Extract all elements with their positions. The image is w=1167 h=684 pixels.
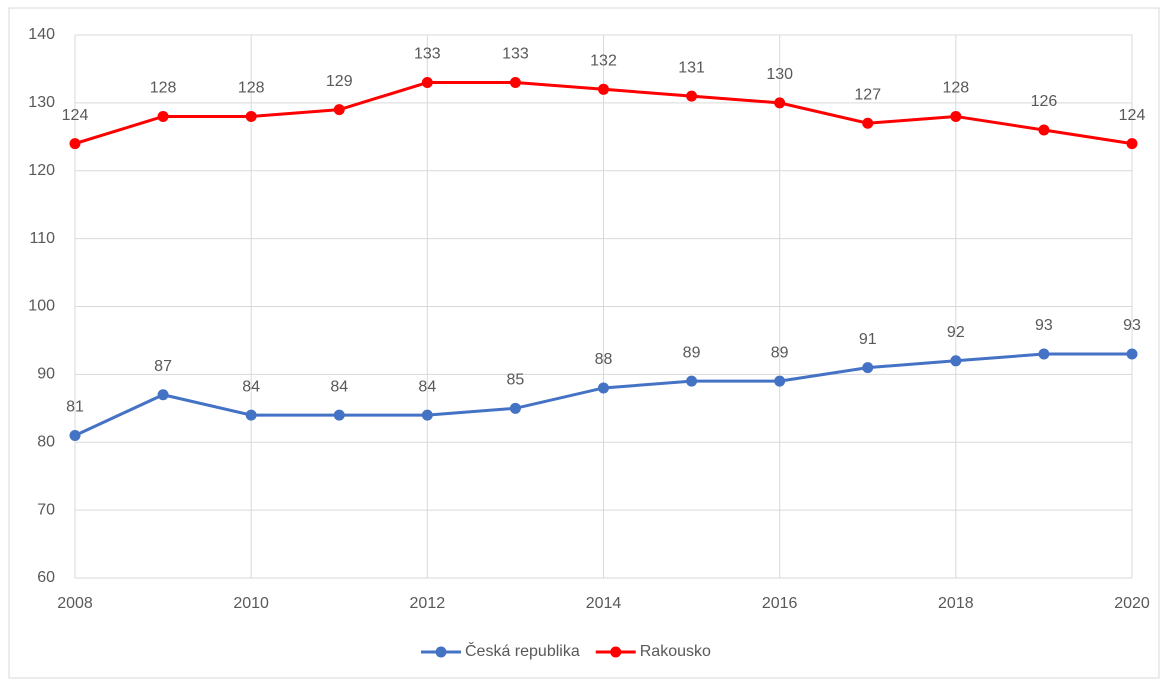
data-label: 133 — [502, 46, 529, 63]
data-label: 81 — [66, 399, 84, 416]
data-label: 92 — [947, 324, 965, 341]
point — [157, 389, 169, 401]
point — [686, 90, 698, 102]
legend-marker — [435, 646, 447, 658]
point — [1038, 348, 1050, 360]
y-tick-label: 60 — [37, 569, 55, 586]
legend-label: Česká republika — [465, 641, 580, 660]
data-label: 124 — [1119, 107, 1146, 124]
point — [421, 409, 433, 421]
point — [774, 375, 786, 387]
data-label: 130 — [766, 66, 793, 83]
data-label: 129 — [326, 73, 353, 90]
data-label: 128 — [150, 80, 177, 97]
x-tick-label: 2010 — [233, 595, 269, 612]
data-label: 93 — [1035, 317, 1053, 334]
data-label: 131 — [678, 59, 705, 76]
point — [862, 117, 874, 129]
data-label: 88 — [595, 351, 613, 368]
point — [69, 138, 81, 150]
x-tick-label: 2014 — [586, 595, 622, 612]
data-label: 84 — [418, 378, 436, 395]
y-tick-label: 90 — [37, 366, 55, 383]
x-tick-label: 2018 — [938, 595, 974, 612]
data-label: 93 — [1123, 317, 1141, 334]
y-tick-label: 140 — [28, 26, 55, 43]
data-label: 126 — [1031, 93, 1058, 110]
point — [950, 110, 962, 122]
data-label: 133 — [414, 46, 441, 63]
data-label: 128 — [942, 80, 969, 97]
point — [598, 83, 609, 95]
legend-marker — [610, 646, 622, 658]
y-tick-label: 100 — [28, 298, 55, 315]
data-label: 84 — [330, 378, 348, 395]
data-label: 91 — [859, 331, 877, 348]
y-tick-label: 80 — [37, 433, 55, 450]
data-label: 89 — [683, 344, 701, 361]
point — [1126, 138, 1138, 150]
y-tick-label: 120 — [28, 162, 55, 179]
point — [509, 402, 521, 414]
point — [598, 382, 609, 394]
point — [862, 362, 874, 374]
point — [1126, 348, 1138, 360]
point — [1038, 124, 1050, 136]
y-tick-label: 110 — [29, 230, 55, 247]
point — [245, 110, 257, 122]
data-label: 84 — [242, 378, 260, 395]
data-label: 128 — [238, 80, 265, 97]
point — [774, 97, 786, 109]
point — [333, 409, 345, 421]
data-label: 89 — [771, 344, 789, 361]
x-tick-label: 2020 — [1114, 595, 1150, 612]
point — [69, 429, 81, 441]
legend-label: Rakousko — [640, 643, 711, 660]
point — [509, 77, 521, 89]
y-tick-label: 70 — [37, 501, 55, 518]
point — [950, 355, 962, 367]
point — [333, 104, 345, 116]
x-tick-label: 2012 — [410, 595, 446, 612]
point — [245, 409, 257, 421]
data-label: 127 — [854, 86, 881, 103]
data-label: 132 — [590, 53, 617, 70]
data-label: 124 — [62, 107, 89, 124]
x-tick-label: 2016 — [762, 595, 798, 612]
data-label: 87 — [154, 358, 172, 375]
x-tick-label: 2008 — [57, 595, 93, 612]
point — [686, 375, 698, 387]
y-tick-label: 130 — [28, 94, 55, 111]
point — [421, 77, 433, 89]
data-label: 85 — [507, 372, 525, 389]
point — [157, 110, 169, 122]
